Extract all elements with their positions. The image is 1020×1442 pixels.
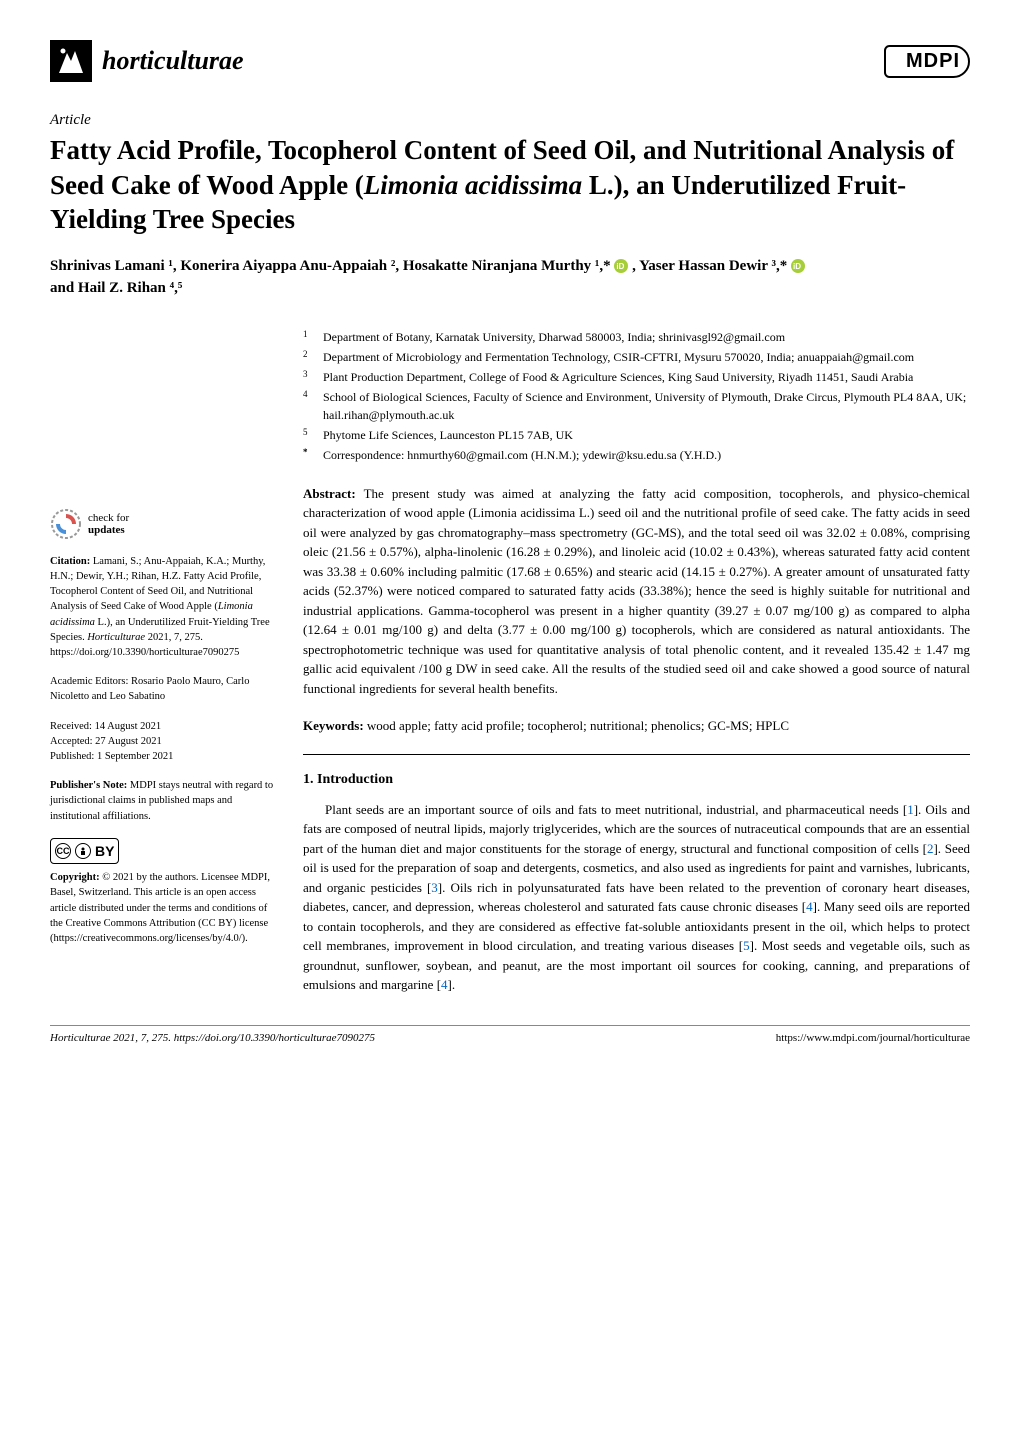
affiliation-row: 4 School of Biological Sciences, Faculty …: [303, 388, 970, 424]
footer-left: Horticulturae 2021, 7, 275. https://doi.…: [50, 1032, 375, 1044]
orcid-icon: [614, 259, 628, 273]
publisher-logo: MDPI: [884, 45, 970, 78]
affiliation-row: 5 Phytome Life Sciences, Launceston PL15 …: [303, 426, 970, 444]
citation-journal: Horticulturae: [87, 632, 145, 643]
footer-right: https://www.mdpi.com/journal/horticultur…: [776, 1032, 970, 1044]
check-line2: updates: [88, 524, 125, 536]
keywords: Keywords: wood apple; fatty acid profile…: [303, 716, 970, 736]
accepted-date: Accepted: 27 August 2021: [50, 734, 275, 749]
published-date: Published: 1 September 2021: [50, 749, 275, 764]
divider: [303, 754, 970, 755]
abstract-text: The present study was aimed at analyzing…: [303, 486, 970, 696]
cc-badge: CC BY: [50, 838, 119, 864]
affil-text: Department of Microbiology and Fermentat…: [323, 348, 970, 366]
affil-text: Correspondence: hnmurthy60@gmail.com (H.…: [323, 446, 970, 464]
sidebar: check for updates Citation: Lamani, S.; …: [50, 328, 275, 995]
abstract-label: Abstract:: [303, 486, 356, 501]
authors-line: Shrinivas Lamani ¹, Konerira Aiyappa Anu…: [50, 255, 970, 300]
body-text: Plant seeds are an important source of o…: [303, 800, 970, 995]
cc-circle-icon: CC: [55, 843, 71, 859]
keywords-label: Keywords:: [303, 718, 364, 733]
article-type: Article: [50, 112, 970, 129]
keywords-text: wood apple; fatty acid profile; tocopher…: [364, 718, 789, 733]
check-line1: check for: [88, 512, 129, 524]
affiliation-row: 3 Plant Production Department, College of…: [303, 368, 970, 386]
title-species: Limonia acidissima: [364, 170, 582, 200]
publisher-note: Publisher's Note: MDPI stays neutral wit…: [50, 778, 275, 824]
affil-text: School of Biological Sciences, Faculty o…: [323, 388, 970, 424]
affil-num: 3: [303, 368, 313, 386]
authors-part3: and Hail Z. Rihan ⁴,⁵: [50, 280, 182, 296]
orcid-icon: [791, 259, 805, 273]
affil-num: 2: [303, 348, 313, 366]
editors-block: Academic Editors: Rosario Paolo Mauro, C…: [50, 674, 275, 704]
affil-num: *: [303, 446, 313, 464]
check-updates-icon: [50, 508, 82, 540]
affil-text: Plant Production Department, College of …: [323, 368, 970, 386]
affil-num: 5: [303, 426, 313, 444]
affil-text: Department of Botany, Karnatak Universit…: [323, 328, 970, 346]
footer-journal: Horticulturae: [50, 1032, 111, 1044]
by-label: BY: [95, 841, 114, 861]
dates-block: Received: 14 August 2021 Accepted: 27 Au…: [50, 719, 275, 765]
affiliation-row: 2 Department of Microbiology and Fermenta…: [303, 348, 970, 366]
affiliation-row: * Correspondence: hnmurthy60@gmail.com (H…: [303, 446, 970, 464]
check-updates-text: check for updates: [88, 512, 129, 536]
affil-num: 4: [303, 388, 313, 424]
article-title: Fatty Acid Profile, Tocopherol Content o…: [50, 133, 970, 237]
affil-num: 1: [303, 328, 313, 346]
authors-part2: , Yaser Hassan Dewir ³,*: [632, 258, 787, 274]
affiliations: 1 Department of Botany, Karnatak Universi…: [303, 328, 970, 464]
authors-part1: Shrinivas Lamani ¹, Konerira Aiyappa Anu…: [50, 258, 611, 274]
footer-left-text: 2021, 7, 275. https://doi.org/10.3390/ho…: [113, 1032, 375, 1044]
page-header: horticulturae MDPI: [50, 40, 970, 82]
journal-badge: horticulturae: [50, 40, 244, 82]
affiliation-row: 1 Department of Botany, Karnatak Universi…: [303, 328, 970, 346]
affil-text: Phytome Life Sciences, Launceston PL15 7…: [323, 426, 970, 444]
body-span: Plant seeds are an important source of o…: [325, 802, 907, 817]
citation-block: Citation: Lamani, S.; Anu-Appaiah, K.A.;…: [50, 554, 275, 661]
by-circle-icon: [75, 843, 91, 859]
page-footer: Horticulturae 2021, 7, 275. https://doi.…: [50, 1025, 970, 1044]
paragraph: Plant seeds are an important source of o…: [303, 800, 970, 995]
license-block: CC BY Copyright: © 2021 by the authors. …: [50, 838, 275, 946]
copyright-label: Copyright:: [50, 872, 100, 883]
body-span: ].: [448, 977, 456, 992]
abstract: Abstract: The present study was aimed at…: [303, 484, 970, 699]
journal-name: horticulturae: [102, 46, 244, 76]
publisher-note-label: Publisher's Note:: [50, 780, 127, 791]
check-updates-badge[interactable]: check for updates: [50, 508, 275, 540]
journal-icon: [50, 40, 92, 82]
main-column: 1 Department of Botany, Karnatak Universi…: [303, 328, 970, 995]
citation-label: Citation:: [50, 556, 90, 567]
cc-icons: CC BY: [50, 838, 275, 864]
received-date: Received: 14 August 2021: [50, 719, 275, 734]
section-heading: 1. Introduction: [303, 769, 970, 790]
